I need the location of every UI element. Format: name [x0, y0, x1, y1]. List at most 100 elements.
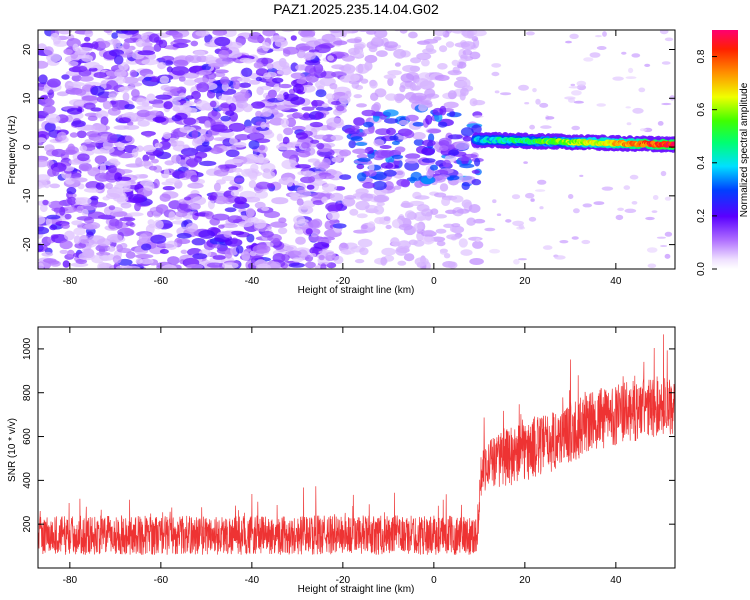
spectrogram-cell [351, 81, 360, 89]
spectrogram-cell [154, 142, 163, 149]
spectrogram-cell [59, 206, 66, 216]
spectrogram-cell [385, 224, 392, 230]
spectrogram-cell [469, 51, 481, 60]
spectrogram-cell [528, 216, 537, 222]
y-tick-label: 0 [22, 144, 33, 150]
spectrogram-cell [594, 35, 602, 38]
spectrogram-cell [408, 31, 418, 39]
spectrogram-cell [398, 119, 409, 126]
spectrogram-cell [391, 241, 406, 247]
spectrogram-cell [289, 192, 301, 197]
spectrogram-cell [382, 109, 399, 117]
spectrogram-cell [104, 160, 121, 167]
spectrogram-cell [449, 226, 457, 233]
y-tick-label: 1000 [22, 337, 33, 360]
spectrogram-cell [170, 140, 178, 147]
spectrogram-cell [400, 73, 415, 83]
spectrogram-cell [212, 244, 221, 249]
spectrogram-cell [421, 139, 436, 147]
spectrogram-cell [308, 235, 322, 242]
spectrogram-cell [471, 178, 482, 186]
spectrogram-cell [568, 86, 580, 89]
spectrogram-cell [81, 209, 89, 217]
spectrogram-cell [439, 145, 449, 152]
spectrogram-cell [571, 236, 579, 240]
snr-y-label: SNR (10 * v/v) [7, 418, 18, 482]
spectrogram-cell [281, 254, 290, 262]
spectrogram-cell [84, 61, 100, 69]
spectrogram-cell [535, 98, 541, 105]
spectrogram-cell [273, 83, 281, 93]
spectrogram-cell [291, 125, 307, 131]
spectrogram-cell [461, 182, 470, 190]
spectrogram-cell [49, 224, 58, 231]
spectrogram-cell [569, 33, 579, 39]
spectrogram-cell [625, 106, 631, 109]
spectrogram-cell [214, 36, 231, 47]
spectrogram-cell [127, 212, 144, 217]
colorbar-tick-label: 0.4 [696, 155, 707, 169]
spectrogram-cell [537, 179, 547, 185]
spectrogram-cell [218, 49, 230, 60]
spectrogram-cell [612, 76, 624, 81]
spectrogram-cell [438, 174, 450, 180]
spectrogram-cell [174, 112, 188, 120]
spectrogram-cell [295, 164, 311, 169]
spectrogram-cell [554, 255, 566, 260]
spectrogram-cell [529, 124, 535, 130]
spectrogram-cell [412, 85, 422, 91]
spectrogram-cell [571, 90, 582, 96]
spectrogram-cell [71, 120, 86, 128]
spectrogram-cell [121, 30, 139, 35]
spectrogram-cell [40, 95, 48, 100]
spectrogram-cell [333, 255, 344, 265]
spectrogram-cell [315, 106, 333, 112]
spectrogram-frame [37, 29, 676, 270]
colorbar-label: Normalized spectral amplitude [739, 82, 750, 217]
spectrogram-cell [380, 256, 388, 266]
spectrogram-cell [559, 240, 569, 244]
spectrogram-cell [123, 124, 140, 130]
spectrogram-cell [261, 230, 274, 238]
spectrogram-cell [71, 65, 88, 73]
spectrogram-cell [171, 170, 188, 179]
spectrogram-cell [176, 232, 192, 239]
spectrogram-cell [371, 111, 385, 117]
spectrogram-cell [427, 128, 442, 134]
spectrogram-cell [414, 195, 430, 200]
spectrogram-cell [460, 249, 473, 256]
spectrogram-cell [420, 100, 433, 106]
spectrogram-cell [213, 72, 226, 77]
spectrogram-cell [394, 62, 401, 67]
spectrogram-cell [241, 251, 251, 262]
spectrogram-cell [210, 124, 228, 132]
spectrogram-cell [230, 230, 245, 236]
spectrogram-cell [171, 66, 190, 76]
spectrogram-cell [97, 261, 107, 269]
chart-title: PAZ1.2025.235.14.04.G02 [273, 1, 439, 17]
spectrogram-cell [491, 63, 502, 68]
spectrogram-cell [396, 178, 410, 187]
spectrogram-cell [422, 236, 435, 245]
spectrogram-cell [638, 87, 646, 93]
spectrogram-cell [534, 189, 546, 192]
spectrogram-panel: -80 -60 -40 -20 0 20 40 -20 -10 0 10 20 Height of … [7, 29, 676, 296]
spectrogram-cell [664, 253, 671, 259]
spectrogram-cell [61, 223, 70, 229]
spectrogram-cell [617, 207, 624, 211]
spectrogram-cell [471, 35, 479, 42]
spectrogram-cell [386, 127, 396, 136]
spectrogram-cell [423, 229, 435, 235]
spectrogram-cell [660, 170, 667, 177]
spectrogram-cell [438, 140, 450, 147]
spectrogram-cell [244, 119, 252, 128]
spectrogram-cell [210, 146, 223, 155]
spectrogram-cell [570, 83, 576, 87]
spectrogram-cell [141, 102, 150, 107]
spectrogram-cell [376, 50, 388, 57]
spectrogram-cell [266, 182, 275, 189]
spectrogram-cell [125, 163, 144, 168]
spectrogram-cell [112, 255, 122, 264]
spectrogram-cell [430, 208, 439, 215]
spectrogram-cell [336, 105, 345, 112]
